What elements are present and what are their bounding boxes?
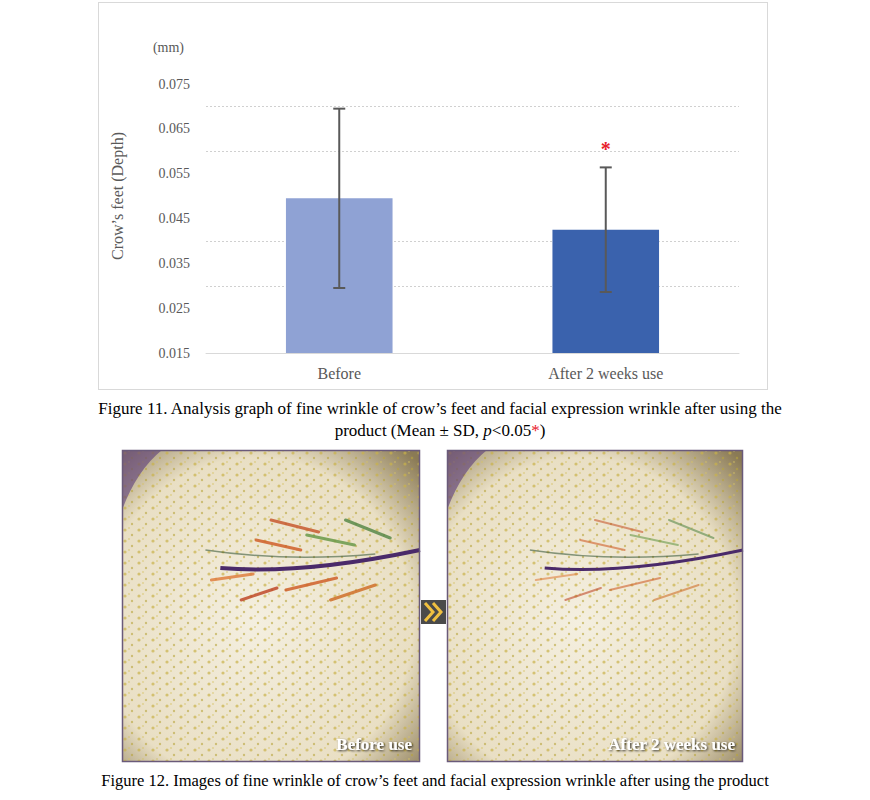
svg-text:Before: Before xyxy=(317,365,361,382)
svg-text:0.035: 0.035 xyxy=(159,256,191,271)
svg-text:After 2 weeks use: After 2 weeks use xyxy=(548,365,663,382)
svg-text:After 2 weeks use: After 2 weeks use xyxy=(608,735,735,754)
svg-text:0.065: 0.065 xyxy=(159,121,191,136)
svg-text:0.015: 0.015 xyxy=(159,346,191,361)
html-text:Figure 11. Analysis graph of f: Figure 11. Analysis graph of fine wrinkl… xyxy=(98,399,782,440)
svg-text:0.075: 0.075 xyxy=(159,77,191,92)
svg-text:0.025: 0.025 xyxy=(159,301,191,316)
svg-text:Crow’s feet (Depth): Crow’s feet (Depth) xyxy=(109,132,127,260)
svg-text:*: * xyxy=(601,138,611,160)
svg-text:(mm): (mm) xyxy=(153,40,184,56)
svg-text:Before use: Before use xyxy=(336,735,412,754)
svg-text:0.055: 0.055 xyxy=(159,166,191,181)
svg-text:0.045: 0.045 xyxy=(159,211,191,226)
html-text:Figure 12. Images of fine wrin: Figure 12. Images of fine wrinkle of cro… xyxy=(101,771,769,790)
